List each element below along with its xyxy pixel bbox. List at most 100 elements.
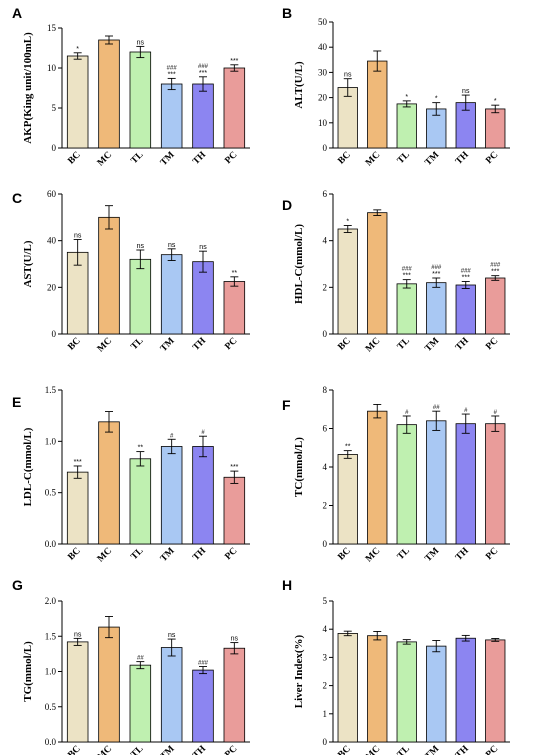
- panel-e: E 0.0 0.5 1.0 1.5 LDL-C(mmol/L) *** BC MC ** TL # TM…: [12, 385, 250, 564]
- category-label: TL: [396, 150, 412, 166]
- panel-letter: E: [12, 394, 21, 410]
- bar-tm: [160, 254, 183, 335]
- bar-th: [455, 423, 476, 545]
- category-label: MC: [364, 336, 382, 354]
- y-tick-label: 1.5: [45, 385, 57, 395]
- category-label: TL: [129, 150, 145, 166]
- significance-hash-label: #: [494, 410, 498, 416]
- significance-hash-label: #: [201, 430, 205, 436]
- bar-pc: [223, 647, 246, 743]
- bar-th: [192, 83, 214, 149]
- significance-hash-label: #: [405, 410, 409, 416]
- category-label: PC: [223, 150, 239, 166]
- significance-label: *: [405, 94, 408, 101]
- category-label: PC: [484, 546, 500, 562]
- bar-mc: [367, 635, 388, 743]
- bar-tm: [426, 645, 447, 743]
- y-axis-title: TC(mmol/L): [293, 437, 305, 497]
- category-label: TL: [129, 744, 145, 755]
- significance-hash-label: ###: [167, 65, 178, 71]
- category-label: MC: [364, 744, 382, 755]
- panel-letter: G: [12, 577, 23, 593]
- category-label: MC: [364, 150, 382, 168]
- significance-hash-label: #: [464, 408, 468, 414]
- significance-label: ns: [231, 636, 239, 643]
- significance-label: ns: [74, 233, 82, 240]
- category-label: TM: [159, 336, 177, 354]
- bar-tl: [129, 51, 152, 149]
- category-label: PC: [223, 546, 239, 562]
- y-tick-label: 0: [52, 143, 57, 153]
- category-label: TM: [423, 336, 441, 354]
- y-tick-label: 6: [323, 424, 328, 434]
- category-label: TH: [454, 546, 471, 563]
- y-tick-label: 4: [323, 462, 328, 472]
- y-tick-label: 20: [318, 93, 328, 103]
- panel-letter: H: [282, 577, 292, 593]
- significance-label: ***: [199, 70, 207, 77]
- y-axis-title: LDL-C(mmol/L): [22, 427, 34, 506]
- category-label: BC: [66, 150, 83, 167]
- category-label: BC: [336, 336, 353, 353]
- y-tick-label: 5: [323, 596, 328, 606]
- bar-tm: [160, 446, 183, 545]
- significance-label: ns: [462, 88, 470, 95]
- category-label: PC: [223, 744, 239, 755]
- bar-mc: [98, 421, 120, 545]
- y-tick-label: 6: [323, 189, 328, 199]
- category-label: TM: [159, 546, 177, 564]
- y-tick-label: 0: [52, 329, 57, 339]
- y-axis-title: AST(U/L): [22, 240, 34, 287]
- category-label: TM: [423, 546, 441, 564]
- y-tick-label: 4: [323, 624, 328, 634]
- y-tick-label: 1.5: [45, 631, 57, 641]
- category-label: TH: [191, 150, 208, 167]
- bar-bc: [66, 641, 89, 743]
- bar-tm: [426, 282, 447, 335]
- significance-hash-label: ###: [402, 267, 413, 273]
- panel-letter: B: [282, 5, 292, 21]
- significance-label: **: [345, 444, 351, 451]
- significance-label: ***: [230, 464, 238, 471]
- category-label: PC: [223, 336, 239, 352]
- y-tick-label: 1: [323, 709, 328, 719]
- bar-tl: [129, 664, 152, 743]
- significance-label: ns: [168, 632, 176, 639]
- bar-pc: [223, 281, 246, 335]
- bar-tl: [396, 424, 417, 545]
- bar-mc: [367, 410, 388, 545]
- category-label: TL: [396, 546, 412, 562]
- category-label: BC: [336, 150, 353, 167]
- category-label: BC: [66, 336, 83, 353]
- y-tick-label: 0: [323, 143, 328, 153]
- bar-th: [455, 284, 476, 335]
- panel-f: F 0 2 4 6 8 TC(mmol/L) ** BC MC # TL ## TM # TH # PC: [282, 385, 510, 564]
- panel-h: H 0 1 2 3 4 5 Liver Index(%) BC MC TL TM TH PC: [282, 577, 510, 755]
- category-label: BC: [336, 546, 353, 563]
- bar-pc: [485, 277, 506, 335]
- panel-b: B 0 10 20 30 40 50 ALT(U/L) ns BC MC * TL * TM ns TH * PC: [282, 5, 510, 168]
- significance-label: *: [76, 46, 79, 53]
- bar-tm: [426, 420, 447, 545]
- y-tick-label: 0.5: [45, 702, 57, 712]
- category-label: PC: [484, 150, 500, 166]
- bar-tl: [396, 283, 417, 335]
- significance-label: ***: [168, 71, 176, 78]
- bar-pc: [485, 639, 506, 743]
- category-label: TM: [159, 744, 177, 755]
- panel-letter: F: [282, 397, 291, 413]
- category-label: BC: [66, 546, 83, 563]
- bar-bc: [337, 454, 358, 545]
- category-label: TL: [129, 546, 145, 562]
- y-axis-title: TG(mmol/L): [22, 641, 34, 702]
- y-tick-label: 10: [47, 63, 57, 73]
- bar-th: [192, 669, 214, 743]
- significance-label: ns: [137, 243, 145, 250]
- panel-c: C 0 20 40 60 AST(U/L) ns BC MC ns TL ns TM ns TH ** PC: [12, 189, 250, 354]
- bar-mc: [367, 212, 388, 335]
- significance-hash-label: ###: [490, 263, 501, 269]
- category-label: MC: [96, 744, 114, 755]
- significance-hash-label: #: [170, 433, 174, 439]
- category-label: TH: [191, 336, 208, 353]
